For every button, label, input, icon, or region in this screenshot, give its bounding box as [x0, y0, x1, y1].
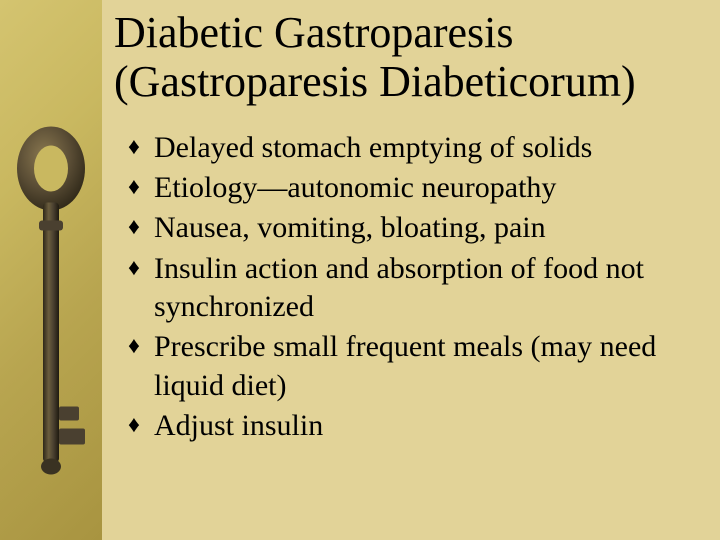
bullet-text: Prescribe small frequent meals (may need…: [154, 330, 656, 401]
sidebar-key-image: [0, 0, 102, 540]
title-line-2: (Gastroparesis Diabeticorum): [114, 57, 636, 106]
bullet-text: Delayed stomach emptying of solids: [154, 131, 592, 164]
slide-content: Diabetic Gastroparesis (Gastroparesis Di…: [102, 0, 720, 540]
bullet-text: Etiology—autonomic neuropathy: [154, 171, 556, 204]
bullet-list: Delayed stomach emptying of solids Etiol…: [114, 129, 702, 446]
title-line-1: Diabetic Gastroparesis: [114, 8, 514, 57]
list-item: Insulin action and absorption of food no…: [128, 250, 702, 327]
list-item: Delayed stomach emptying of solids: [128, 129, 702, 167]
bullet-text: Adjust insulin: [154, 409, 323, 442]
key-icon: [13, 121, 89, 506]
list-item: Etiology—autonomic neuropathy: [128, 169, 702, 207]
list-item: Prescribe small frequent meals (may need…: [128, 328, 702, 405]
list-item: Adjust insulin: [128, 407, 702, 445]
slide-title: Diabetic Gastroparesis (Gastroparesis Di…: [114, 8, 702, 107]
list-item: Nausea, vomiting, bloating, pain: [128, 209, 702, 247]
bullet-text: Nausea, vomiting, bloating, pain: [154, 211, 546, 244]
bullet-text: Insulin action and absorption of food no…: [154, 252, 644, 323]
